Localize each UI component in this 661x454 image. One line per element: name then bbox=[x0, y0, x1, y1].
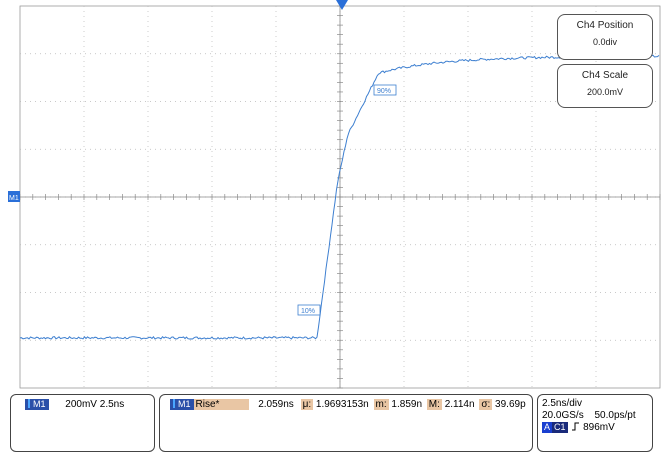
svg-text:10%: 10% bbox=[301, 308, 315, 315]
ch4-position-value: 0.0div bbox=[592, 37, 618, 47]
min-value: 1.859n bbox=[391, 399, 423, 411]
channel-m1-marker[interactable]: M1 bbox=[8, 191, 20, 202]
trigger-level-value: 896mV bbox=[583, 422, 615, 433]
channel-readout-text: 200mV 2.5ns bbox=[65, 399, 125, 411]
mean-label: μ: bbox=[300, 399, 314, 411]
ch4-position-title: Ch4 Position bbox=[576, 20, 634, 31]
trigger-position-marker[interactable] bbox=[336, 0, 348, 10]
measurement-panel[interactable]: M1 Rise* 2.059ns μ: 1.9693153n m: 1.859n … bbox=[159, 394, 533, 452]
timebase-value: 2.5ns/div bbox=[542, 398, 583, 409]
ch4-scale-value: 200.0mV bbox=[586, 87, 624, 97]
trigger-source-tag: C1 bbox=[552, 422, 568, 433]
channel-readout-panel[interactable]: M1 200mV 2.5ns bbox=[10, 394, 155, 452]
ch4-position-box[interactable]: Ch4 Position 0.0div bbox=[557, 14, 653, 60]
sigma-label: σ: bbox=[479, 399, 493, 411]
channel-m1-marker-label: M1 bbox=[9, 195, 19, 202]
mean-value: 1.9693153n bbox=[315, 399, 369, 411]
waveform-trace bbox=[19, 54, 660, 340]
high-reference-label: 90% bbox=[373, 84, 397, 96]
low-reference-label: 10% bbox=[297, 304, 321, 316]
svg-text:90%: 90% bbox=[377, 88, 391, 95]
trigger-mode-tag: A bbox=[542, 422, 553, 433]
ch4-scale-title: Ch4 Scale bbox=[581, 70, 629, 81]
resolution-value: 50.0ps/pt bbox=[594, 410, 636, 421]
measurement-label: Rise* bbox=[193, 399, 250, 411]
max-label: M: bbox=[426, 399, 442, 411]
channel-m1-tag: M1 bbox=[25, 399, 49, 410]
measurement-channel-tag: M1 bbox=[170, 399, 194, 410]
sample-rate-value: 20.0GS/s bbox=[542, 410, 584, 421]
rising-edge-icon bbox=[572, 422, 580, 431]
sigma-value: 39.69p bbox=[495, 399, 526, 411]
min-label: m: bbox=[373, 399, 389, 411]
oscilloscope-graticule: M1 10% 90% bbox=[8, 0, 661, 389]
max-value: 2.114n bbox=[444, 399, 475, 411]
graticule-grid bbox=[19, 5, 661, 389]
measurement-value: 2.059ns bbox=[258, 399, 294, 411]
timebase-panel[interactable]: 2.5ns/div 20.0GS/s 50.0ps/pt A C1 896mV bbox=[537, 394, 653, 452]
ch4-scale-box[interactable]: Ch4 Scale 200.0mV bbox=[557, 64, 653, 108]
